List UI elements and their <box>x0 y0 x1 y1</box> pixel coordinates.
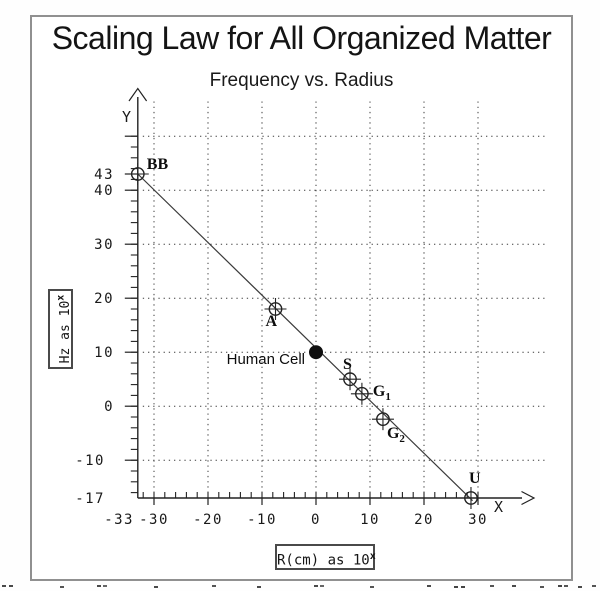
chart-title: Scaling Law for All Organized Matter <box>51 20 552 56</box>
y-tick-label: -10 <box>75 453 105 469</box>
point-label-u: U <box>469 470 481 487</box>
point-label-g2: G2 <box>387 425 405 445</box>
point-human-cell <box>309 345 323 360</box>
x-tick-label: 10 <box>360 512 380 528</box>
x-axis-label-superscript: x <box>369 551 376 562</box>
y-axis-arrow <box>128 87 148 102</box>
x-tick-label: 0 <box>311 512 321 528</box>
x-axis-arrow <box>521 490 536 506</box>
x-tick-label: 20 <box>414 512 434 528</box>
point-label-a: A <box>266 313 278 330</box>
point-s <box>343 372 357 387</box>
point-a <box>268 302 283 316</box>
x-tick-label: 30 <box>468 512 488 528</box>
y-tick-label: 30 <box>94 237 114 253</box>
y-tick-label: 20 <box>94 291 114 307</box>
y-axis-label: Hz as 10x <box>50 289 73 369</box>
y-tick-label: 43 <box>94 167 114 183</box>
point-g2 <box>376 412 390 427</box>
point-label-s: S <box>343 356 352 373</box>
x-tick-label: -33 <box>104 512 134 528</box>
y-axis-letter: Y <box>122 108 131 126</box>
point-label-human-cell: Human Cell <box>227 351 305 368</box>
x-tick-label: -10 <box>247 512 277 528</box>
point-label-bb: BB <box>147 156 169 173</box>
chart-subtitle: Frequency vs. Radius <box>209 70 394 91</box>
y-tick-label: 0 <box>104 399 114 415</box>
y-axis-label-text: Hz as 10 <box>57 300 73 364</box>
x-axis-label-text: R(cm) as 10 <box>277 552 370 569</box>
point-u <box>464 491 478 505</box>
y-tick-label: -17 <box>75 491 105 507</box>
y-axis-label-superscript: x <box>55 294 66 301</box>
figure-border <box>30 15 573 581</box>
cropped-caption-fragment <box>2 585 6 587</box>
y-tick-label: 10 <box>94 345 114 361</box>
point-label-g1: G1 <box>373 383 391 403</box>
x-tick-label: -30 <box>139 512 169 528</box>
y-axis-label-box: Hz as 10x <box>48 289 73 369</box>
x-axis-label-box: R(cm) as 10x <box>275 544 376 570</box>
x-tick-label: -20 <box>193 512 223 528</box>
y-tick-label: 40 <box>94 183 114 199</box>
x-axis-letter: X <box>494 498 503 516</box>
point-bb <box>130 167 145 181</box>
trend-line <box>137 173 474 502</box>
point-g1 <box>354 386 369 401</box>
